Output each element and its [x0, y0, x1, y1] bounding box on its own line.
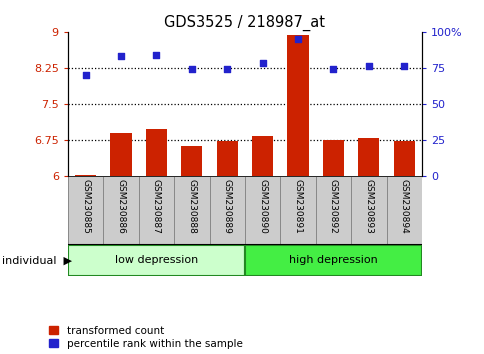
Bar [358, 138, 378, 176]
Bar [322, 139, 343, 176]
Bar [315, 176, 350, 245]
Point [187, 67, 195, 72]
Bar [244, 245, 421, 276]
Text: GSM230887: GSM230887 [151, 179, 161, 234]
Point [329, 67, 336, 72]
Bar [393, 141, 414, 176]
Bar [350, 176, 386, 245]
Point [223, 67, 230, 72]
Point [117, 53, 125, 59]
Text: GSM230890: GSM230890 [257, 179, 267, 234]
Bar [138, 176, 174, 245]
Text: GSM230889: GSM230889 [222, 179, 231, 234]
Bar [287, 35, 308, 176]
Point [364, 63, 372, 69]
Legend: transformed count, percentile rank within the sample: transformed count, percentile rank withi… [49, 326, 242, 349]
Text: GSM230886: GSM230886 [116, 179, 125, 234]
Bar [146, 129, 166, 176]
Text: GSM230885: GSM230885 [81, 179, 90, 234]
Point [152, 52, 160, 58]
Bar [174, 176, 209, 245]
Point [399, 63, 407, 69]
Bar [209, 176, 244, 245]
Text: low depression: low depression [115, 255, 197, 265]
Bar [244, 176, 280, 245]
Text: GSM230888: GSM230888 [187, 179, 196, 234]
Bar [68, 176, 103, 245]
Bar [103, 176, 138, 245]
Point [81, 72, 89, 78]
Bar [68, 245, 244, 276]
Bar [181, 146, 202, 176]
Title: GDS3525 / 218987_at: GDS3525 / 218987_at [164, 14, 325, 30]
Point [293, 36, 301, 42]
Bar [280, 176, 315, 245]
Bar [216, 141, 237, 176]
Text: GSM230893: GSM230893 [363, 179, 373, 234]
Text: GSM230891: GSM230891 [293, 179, 302, 234]
Bar [252, 136, 272, 176]
Text: GSM230894: GSM230894 [399, 179, 408, 234]
Bar [110, 133, 131, 176]
Text: individual  ▶: individual ▶ [2, 255, 72, 265]
Bar [386, 176, 421, 245]
Bar [75, 175, 96, 176]
Point [258, 61, 266, 66]
Text: GSM230892: GSM230892 [328, 179, 337, 234]
Text: high depression: high depression [288, 255, 377, 265]
